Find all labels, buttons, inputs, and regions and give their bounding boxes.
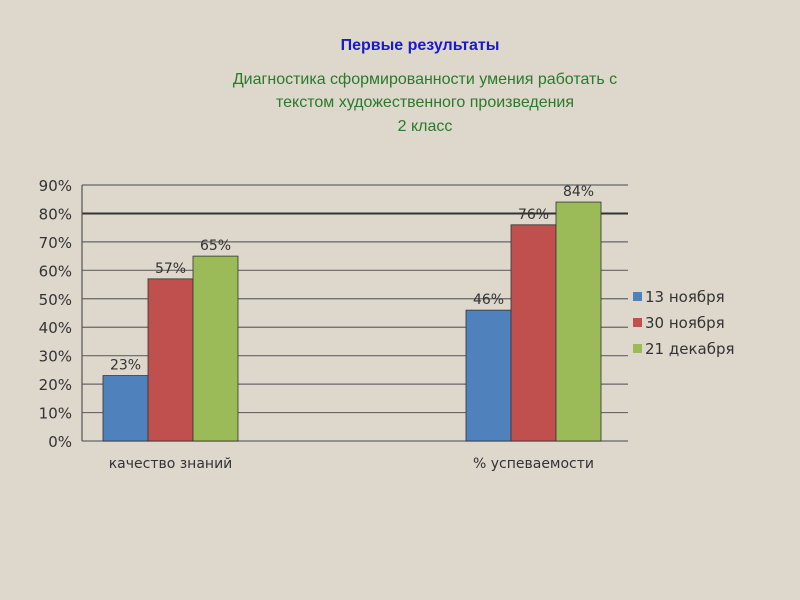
bar bbox=[192, 255, 239, 442]
chart-subtitle: Диагностика сформированности умения рабо… bbox=[0, 68, 800, 114]
y-tick-label: 80% bbox=[39, 205, 72, 223]
subtitle-line-1: Диагностика сформированности умения рабо… bbox=[232, 71, 618, 88]
bar bbox=[510, 224, 557, 442]
data-label: 65% bbox=[200, 238, 231, 254]
x-category-label: качество знаний bbox=[109, 456, 233, 472]
bar bbox=[102, 375, 149, 442]
y-tick-label: 60% bbox=[39, 262, 72, 280]
y-tick-label: 0% bbox=[48, 433, 72, 451]
legend-label: 13 ноября bbox=[645, 288, 725, 306]
y-tick-label: 40% bbox=[39, 319, 72, 337]
bar bbox=[465, 309, 512, 442]
legend-swatch bbox=[633, 292, 642, 301]
page-title: Первые результаты bbox=[340, 37, 500, 54]
bar bbox=[147, 278, 194, 442]
legend-swatch bbox=[633, 318, 642, 327]
y-tick-label: 10% bbox=[39, 405, 72, 423]
subtitle-grade: 2 класс bbox=[397, 118, 453, 135]
y-tick-label: 90% bbox=[39, 177, 72, 195]
y-tick-label: 30% bbox=[39, 348, 72, 366]
subtitle-line-2: текстом художественного произведения bbox=[275, 94, 575, 111]
data-label: 84% bbox=[563, 184, 594, 200]
legend-swatch bbox=[633, 344, 642, 353]
bar bbox=[555, 201, 602, 442]
x-category-label: % успеваемости bbox=[473, 456, 594, 472]
legend-label: 30 ноября bbox=[645, 314, 725, 332]
y-tick-label: 20% bbox=[39, 376, 72, 394]
data-label: 23% bbox=[110, 358, 141, 374]
legend-label: 21 декабря bbox=[645, 340, 735, 358]
data-label: 76% bbox=[518, 207, 549, 223]
data-label: 46% bbox=[473, 292, 504, 308]
data-label: 57% bbox=[155, 261, 186, 277]
y-tick-label: 50% bbox=[39, 291, 72, 309]
y-tick-label: 70% bbox=[39, 234, 72, 252]
